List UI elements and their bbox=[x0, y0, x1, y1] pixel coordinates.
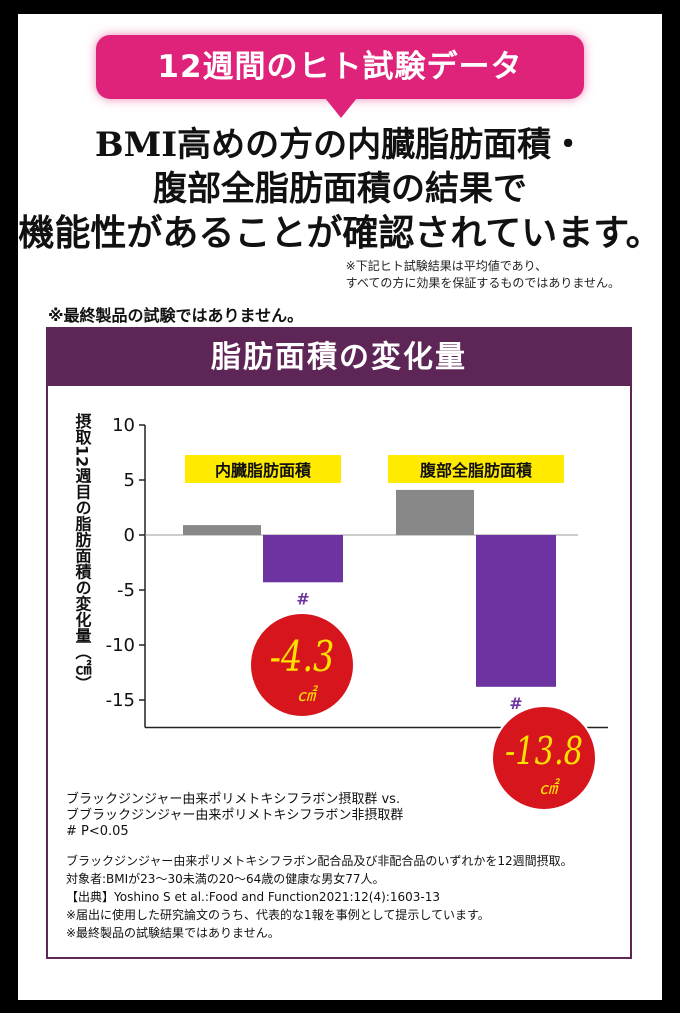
footnote-2: 対象者:BMIが23〜30未満の20〜64歳の健康な男女77人。 bbox=[66, 872, 385, 886]
legend-line-2: ブブラックジンジャー由来ポリメトキシフラボン非摂取群 bbox=[66, 808, 404, 823]
callout-value-1: -4.3 bbox=[270, 632, 335, 681]
headline-line-3: 機能性があることが確認されています。 bbox=[18, 212, 662, 254]
y-tick-label: 10 bbox=[112, 415, 135, 436]
callout-value-2: -13.8 bbox=[505, 730, 583, 774]
callout-circle-1 bbox=[249, 612, 355, 718]
disclaimer-note: ※下記ヒト試験結果は平均値であり、 すべての方に効果を保証するものではありません… bbox=[346, 258, 620, 292]
callout-unit-1: ㎠ bbox=[297, 685, 319, 706]
panel-title: 脂肪面積の変化量 bbox=[48, 329, 630, 386]
legend-line-1: ブラックジンジャー由来ポリメトキシフラボン摂取群 vs. bbox=[66, 792, 401, 807]
bar-treated-1 bbox=[263, 535, 343, 583]
y-tick-label: 5 bbox=[124, 470, 135, 491]
y-axis-label: 摂取12週目の脂肪面積の変化量（㎠） bbox=[73, 412, 93, 691]
legend-line-3: # P<0.05 bbox=[66, 824, 129, 839]
badge-pointer bbox=[325, 98, 357, 118]
headline-line-1: BMI高めの方の内臓脂肪面積・ bbox=[94, 125, 586, 165]
significance-mark-1: # bbox=[296, 589, 309, 608]
footnotes: ブラックジンジャー由来ポリメトキシフラボン配合品及び非配合品のいずれかを12週間… bbox=[66, 852, 573, 942]
bar-control-2 bbox=[396, 489, 474, 535]
footnote-5: ※最終製品の試験結果ではありません。 bbox=[66, 926, 280, 940]
category-label-1: 内臓脂肪面積 bbox=[215, 461, 312, 480]
category-label-2: 腹部全脂肪面積 bbox=[420, 461, 533, 480]
footnote-3: 【出典】Yoshino S et al.:Food and Function20… bbox=[66, 890, 440, 904]
trial-badge: 12週間のヒト試験データ bbox=[96, 35, 584, 99]
y-tick-label: -5 bbox=[117, 580, 135, 601]
footnote-4: ※届出に使用した研究論文のうち、代表的な1報を事例として提示しています。 bbox=[66, 908, 490, 922]
category-highlight-2 bbox=[388, 455, 564, 483]
chart-legend: ブラックジンジャー由来ポリメトキシフラボン摂取群 vs. ブブラックジンジャー由… bbox=[66, 792, 403, 840]
headline-line-2: 腹部全脂肪面積の結果で bbox=[153, 169, 527, 209]
y-tick-label: -15 bbox=[106, 690, 135, 711]
footnote-1: ブラックジンジャー由来ポリメトキシフラボン配合品及び非配合品のいずれかを12週間… bbox=[66, 854, 573, 868]
y-tick-label: 0 bbox=[124, 525, 135, 546]
bar-control-1 bbox=[183, 525, 261, 535]
significance-mark-2: # bbox=[509, 694, 522, 713]
callout-unit-2: ㎠ bbox=[539, 778, 561, 799]
disclaimer-line-2: すべての方に効果を保証するものではありません。 bbox=[345, 276, 620, 290]
bar-treated-2 bbox=[476, 535, 556, 687]
category-highlight-1 bbox=[185, 455, 341, 483]
disclaimer-line-1: ※下記ヒト試験結果は平均値であり、 bbox=[345, 259, 548, 273]
final-product-note: ※最終製品の試験ではありません。 bbox=[48, 306, 304, 325]
callout-circle-2 bbox=[491, 705, 597, 811]
y-tick-label: -10 bbox=[106, 635, 135, 656]
